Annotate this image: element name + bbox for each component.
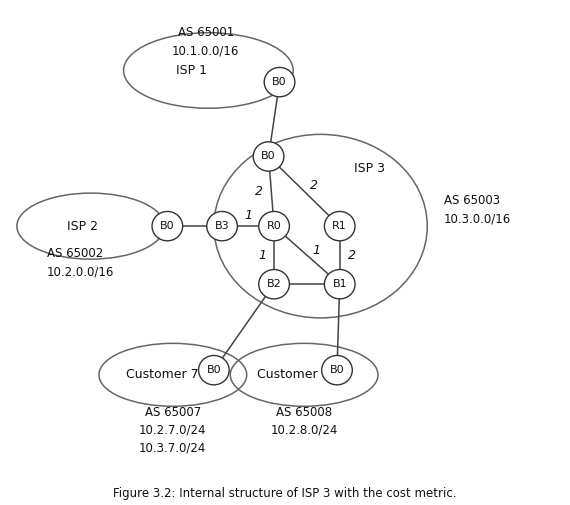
Text: AS 65007
10.2.7.0/24
10.3.7.0/24: AS 65007 10.2.7.0/24 10.3.7.0/24	[139, 406, 206, 455]
Text: B1: B1	[332, 279, 347, 289]
Text: B0: B0	[206, 365, 221, 375]
Text: 2: 2	[255, 185, 263, 198]
Text: ISP 3: ISP 3	[355, 162, 385, 175]
Text: B0: B0	[329, 365, 344, 375]
Text: ISP 2: ISP 2	[67, 220, 98, 233]
Text: AS 65002
10.2.0.0/16: AS 65002 10.2.0.0/16	[47, 247, 115, 278]
Ellipse shape	[324, 212, 355, 241]
Text: 1: 1	[258, 248, 266, 262]
Text: AS 65003
10.3.0.0/16: AS 65003 10.3.0.0/16	[443, 194, 511, 225]
Text: 2: 2	[310, 179, 318, 192]
Text: AS 65001
10.1.0.0/16: AS 65001 10.1.0.0/16	[172, 26, 239, 58]
Text: Customer 8: Customer 8	[257, 368, 329, 381]
Ellipse shape	[259, 270, 290, 299]
Text: 1: 1	[244, 210, 252, 222]
Ellipse shape	[207, 212, 237, 241]
Text: B0: B0	[272, 77, 287, 87]
Text: B0: B0	[160, 221, 174, 231]
Text: ISP 1: ISP 1	[177, 64, 207, 77]
Ellipse shape	[321, 356, 352, 385]
Ellipse shape	[198, 356, 229, 385]
Ellipse shape	[324, 270, 355, 299]
Text: B2: B2	[267, 279, 282, 289]
Text: Figure 3.2: Internal structure of ISP 3 with the cost metric.: Figure 3.2: Internal structure of ISP 3 …	[113, 487, 457, 500]
Ellipse shape	[253, 142, 284, 171]
Text: R1: R1	[332, 221, 347, 231]
Text: B0: B0	[261, 152, 276, 162]
Ellipse shape	[264, 68, 295, 97]
Text: AS 65008
10.2.8.0/24: AS 65008 10.2.8.0/24	[270, 406, 338, 437]
Text: B3: B3	[215, 221, 229, 231]
Text: Customer 7: Customer 7	[125, 368, 198, 381]
Text: 2: 2	[348, 248, 356, 262]
Text: 1: 1	[313, 244, 321, 257]
Ellipse shape	[259, 212, 290, 241]
Ellipse shape	[152, 212, 182, 241]
Text: R0: R0	[267, 221, 282, 231]
